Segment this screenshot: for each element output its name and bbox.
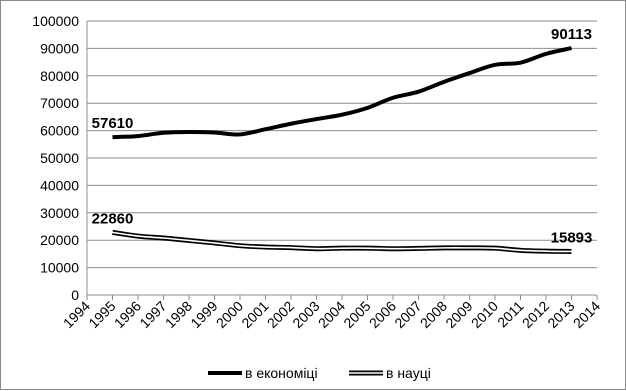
data-label: 90113 (551, 26, 592, 43)
data-point (519, 249, 522, 252)
data-point (392, 247, 395, 250)
data-labels: 57610 90113 22860 15893 (92, 26, 593, 246)
data-point (315, 247, 318, 250)
y-tick-labels: 0 10000 20000 30000 40000 50000 60000 70000 8000… (32, 13, 79, 303)
y-tick-label: 50000 (40, 150, 79, 166)
data-point (111, 231, 114, 234)
x-tick-label: 2004 (315, 298, 348, 331)
y-tick-label: 0 (71, 287, 79, 303)
y-tick-label: 40000 (40, 177, 79, 193)
series-line (112, 46, 572, 140)
data-point (443, 80, 446, 83)
data-point (570, 250, 573, 253)
data-point (570, 47, 573, 50)
legend: в економіці в науці (208, 365, 431, 381)
x-tick-label: 2006 (366, 298, 399, 331)
y-tick-label: 20000 (40, 232, 79, 248)
data-point (545, 250, 548, 253)
x-tick-label: 2002 (264, 298, 297, 331)
data-point (392, 96, 395, 99)
data-point (366, 247, 369, 250)
data-point (213, 241, 216, 244)
x-tick-label: 2000 (213, 298, 246, 331)
data-point (545, 52, 548, 55)
y-tick-label: 70000 (40, 95, 79, 111)
data-point (494, 247, 497, 250)
data-point (341, 113, 344, 116)
data-label: 57610 (92, 115, 134, 132)
data-label: 15893 (551, 229, 593, 246)
x-tick-label: 2012 (519, 298, 552, 331)
data-point (341, 247, 344, 250)
x-tick-label: 2010 (468, 298, 501, 331)
data-point (417, 90, 420, 93)
x-tick-label: 2011 (494, 298, 527, 331)
x-tick-label: 2009 (442, 298, 475, 331)
data-point (264, 246, 267, 249)
x-tick-label: 1999 (187, 298, 220, 331)
y-tick-label: 90000 (40, 40, 79, 56)
data-point (290, 122, 293, 125)
x-tick-label: 2007 (391, 298, 424, 331)
x-tick-label: 2003 (289, 298, 322, 331)
y-tick-label: 80000 (40, 68, 79, 84)
series-line-inner (112, 231, 572, 253)
x-tick-label: 1997 (136, 298, 169, 331)
y-tick-label: 10000 (40, 260, 79, 276)
x-tick-labels: 1994199519961997199819992000200120022003… (60, 298, 603, 331)
data-point (443, 246, 446, 249)
data-point (239, 133, 242, 136)
data-point (162, 131, 165, 134)
x-tick-label: 2001 (238, 298, 271, 331)
legend-label: в науці (386, 365, 431, 381)
x-tick-label: 1998 (162, 298, 195, 331)
x-tick-label: 1994 (60, 298, 93, 331)
data-point (290, 246, 293, 249)
legend-label: в економіці (245, 365, 318, 381)
grid-lines (87, 20, 597, 269)
data-point (366, 106, 369, 109)
data-point (137, 235, 140, 238)
data-point (137, 135, 140, 138)
y-tick-label: 100000 (32, 13, 79, 29)
x-tick-label: 2005 (340, 298, 373, 331)
y-tick-label: 30000 (40, 205, 79, 221)
series-lines (111, 46, 573, 254)
data-point (468, 72, 471, 75)
x-tick-label: 2014 (570, 298, 603, 331)
data-point (213, 131, 216, 134)
x-tick-label: 1995 (85, 298, 118, 331)
axes (86, 21, 598, 300)
data-point (239, 244, 242, 247)
data-point (494, 63, 497, 66)
data-point (417, 247, 420, 250)
data-point (188, 130, 191, 133)
data-point (519, 61, 522, 64)
data-label: 22860 (92, 210, 134, 227)
x-tick-label: 2013 (544, 298, 577, 331)
data-point (111, 136, 114, 139)
y-tick-label: 60000 (40, 123, 79, 139)
data-point (162, 237, 165, 240)
data-point (264, 128, 267, 131)
data-point (315, 118, 318, 121)
x-tick-label: 1996 (111, 298, 144, 331)
x-tick-label: 2008 (417, 298, 450, 331)
data-point (188, 239, 191, 242)
data-point (468, 246, 471, 249)
